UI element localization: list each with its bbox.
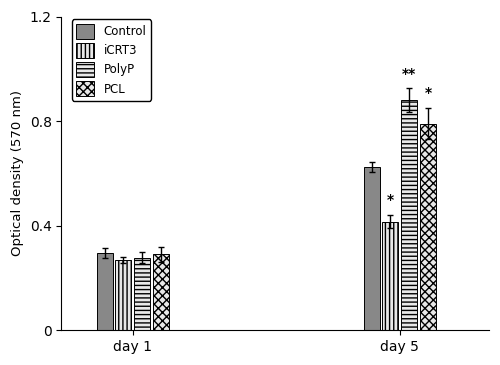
Bar xyxy=(152,254,168,330)
Text: *: * xyxy=(424,86,432,100)
Text: **: ** xyxy=(402,67,416,81)
Y-axis label: Optical density (570 nm): Optical density (570 nm) xyxy=(11,91,24,256)
Bar xyxy=(420,124,436,330)
Bar xyxy=(96,253,112,330)
Bar xyxy=(401,100,417,330)
Bar xyxy=(134,258,150,330)
Text: *: * xyxy=(387,193,394,207)
Bar xyxy=(116,260,132,330)
Bar xyxy=(382,222,398,330)
Bar xyxy=(364,167,380,330)
Legend: Control, iCRT3, PolyP, PCL: Control, iCRT3, PolyP, PCL xyxy=(72,19,151,101)
